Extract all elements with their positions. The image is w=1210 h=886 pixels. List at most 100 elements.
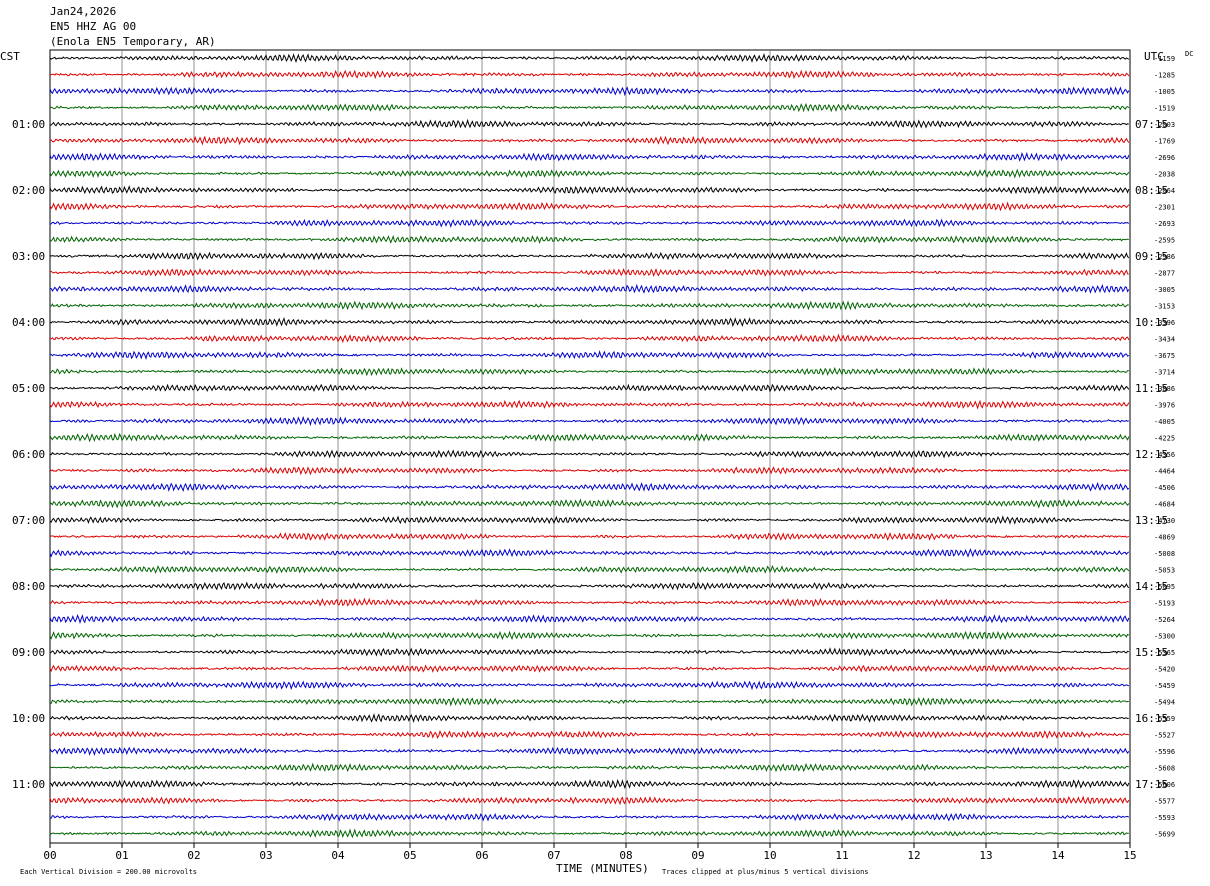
trace-4 bbox=[49, 118, 1129, 129]
dc-offset-label-28: -4730 bbox=[1154, 517, 1175, 525]
dc-offset-label-34: -5264 bbox=[1154, 616, 1175, 624]
dc-offset-label-10: -2693 bbox=[1154, 220, 1175, 228]
dc-offset-label-44: -5606 bbox=[1154, 781, 1175, 789]
trace-31 bbox=[49, 564, 1130, 575]
plot-frame bbox=[49, 49, 1131, 844]
trace-25 bbox=[49, 466, 1129, 476]
trace-0 bbox=[49, 53, 1130, 64]
x-tick-label-02: 02 bbox=[187, 849, 200, 862]
trace-20 bbox=[49, 383, 1130, 393]
trace-42 bbox=[49, 746, 1130, 757]
trace-18 bbox=[49, 350, 1130, 361]
dc-offset-label-25: -4464 bbox=[1154, 468, 1175, 476]
utc-hour-label-8: 15:15 bbox=[1135, 646, 1168, 659]
trace-32 bbox=[49, 581, 1130, 591]
trace-44 bbox=[49, 778, 1130, 790]
dc-offset-label-4: -2003 bbox=[1154, 121, 1175, 129]
cst-hour-label-6: 07:00 bbox=[12, 514, 45, 527]
trace-12 bbox=[49, 251, 1130, 261]
trace-19 bbox=[49, 366, 1129, 377]
dc-offset-label-29: -4869 bbox=[1154, 534, 1175, 542]
trace-17 bbox=[49, 333, 1130, 344]
right-timezone-label: UTC bbox=[1144, 50, 1164, 63]
trace-5 bbox=[49, 135, 1130, 146]
trace-27 bbox=[49, 498, 1130, 509]
trace-33 bbox=[49, 597, 1130, 608]
dc-offset-label-35: -5300 bbox=[1154, 633, 1175, 641]
dc-offset-label-1: -1285 bbox=[1154, 72, 1175, 80]
trace-6 bbox=[49, 151, 1130, 162]
trace-35 bbox=[49, 630, 1130, 641]
trace-3 bbox=[49, 102, 1130, 113]
dc-offset-label-7: -2038 bbox=[1154, 171, 1175, 179]
trace-21 bbox=[49, 399, 1130, 410]
dc-offset-label-37: -5420 bbox=[1154, 666, 1175, 674]
dc-offset-label-46: -5593 bbox=[1154, 814, 1175, 822]
dc-offset-label-21: -3976 bbox=[1154, 402, 1175, 410]
utc-hour-label-9: 16:15 bbox=[1135, 712, 1168, 725]
dc-offset-label-14: -3005 bbox=[1154, 286, 1175, 294]
trace-26 bbox=[49, 481, 1130, 493]
utc-hour-label-1: 08:15 bbox=[1135, 184, 1168, 197]
utc-hour-label-5: 12:15 bbox=[1135, 448, 1168, 461]
trace-7 bbox=[49, 168, 1130, 179]
trace-39 bbox=[49, 696, 1129, 707]
trace-9 bbox=[49, 201, 1130, 212]
trace-15 bbox=[49, 300, 1129, 311]
dc-offset-label-20: -3886 bbox=[1154, 385, 1175, 393]
cst-hour-label-1: 02:00 bbox=[12, 184, 45, 197]
dc-offset-label-24: -4356 bbox=[1154, 451, 1175, 459]
dc-offset-label-15: -3153 bbox=[1154, 303, 1175, 311]
plot-date: Jan24,2026 bbox=[50, 5, 117, 18]
dc-offset-label-8: -2064 bbox=[1154, 187, 1175, 195]
dc-offset-label-17: -3434 bbox=[1154, 336, 1175, 344]
trace-24 bbox=[49, 449, 1130, 459]
cst-hour-label-10: 11:00 bbox=[12, 778, 45, 791]
trace-2 bbox=[49, 86, 1130, 97]
trace-14 bbox=[49, 283, 1130, 294]
dc-offset-label-39: -5494 bbox=[1154, 699, 1175, 707]
trace-22 bbox=[49, 415, 1129, 427]
x-tick-label-04: 04 bbox=[331, 849, 345, 862]
utc-hour-label-3: 10:15 bbox=[1135, 316, 1168, 329]
utc-hour-label-7: 14:15 bbox=[1135, 580, 1168, 593]
trace-46 bbox=[49, 812, 1130, 822]
station-code: EN5 HHZ AG 00 bbox=[50, 20, 137, 33]
trace-16 bbox=[49, 317, 1130, 328]
dc-offset-label-9: -2301 bbox=[1154, 204, 1175, 212]
cst-hour-label-2: 03:00 bbox=[12, 250, 45, 263]
dc-column-header: DC bbox=[1185, 50, 1194, 58]
trace-47 bbox=[49, 828, 1129, 839]
cst-hour-label-3: 04:00 bbox=[12, 316, 45, 329]
trace-29 bbox=[49, 531, 1130, 542]
trace-8 bbox=[49, 185, 1130, 195]
x-tick-label-11: 11 bbox=[835, 849, 848, 862]
dc-offset-label-38: -5459 bbox=[1154, 682, 1175, 690]
utc-hour-label-6: 13:15 bbox=[1135, 514, 1168, 527]
trace-34 bbox=[49, 614, 1130, 624]
trace-30 bbox=[49, 548, 1130, 558]
clip-note: Traces clipped at plus/minus 5 vertical … bbox=[662, 868, 869, 876]
x-axis-title: TIME (MINUTES) bbox=[556, 862, 649, 875]
trace-1 bbox=[49, 69, 1130, 80]
x-tick-label-01: 01 bbox=[115, 849, 128, 862]
dc-offset-label-43: -5608 bbox=[1154, 765, 1175, 773]
dc-offset-label-16: -3396 bbox=[1154, 319, 1175, 327]
x-tick-label-00: 00 bbox=[43, 849, 56, 862]
trace-11 bbox=[49, 234, 1129, 245]
dc-offset-label-12: -2986 bbox=[1154, 253, 1175, 261]
trace-41 bbox=[49, 729, 1130, 740]
trace-23 bbox=[49, 432, 1130, 443]
cst-hour-label-7: 08:00 bbox=[12, 580, 45, 593]
dc-offset-label-45: -5577 bbox=[1154, 798, 1175, 806]
dc-offset-label-5: -1769 bbox=[1154, 138, 1175, 146]
dc-offset-label-0: -1159 bbox=[1154, 55, 1175, 63]
cst-hour-label-0: 01:00 bbox=[12, 118, 45, 131]
x-tick-label-05: 05 bbox=[403, 849, 416, 862]
cst-hour-label-4: 05:00 bbox=[12, 382, 45, 395]
dc-offset-label-22: -4005 bbox=[1154, 418, 1175, 426]
utc-hour-label-0: 07:15 bbox=[1135, 118, 1168, 131]
x-tick-label-06: 06 bbox=[475, 849, 488, 862]
dc-offset-label-2: -1005 bbox=[1154, 88, 1175, 96]
